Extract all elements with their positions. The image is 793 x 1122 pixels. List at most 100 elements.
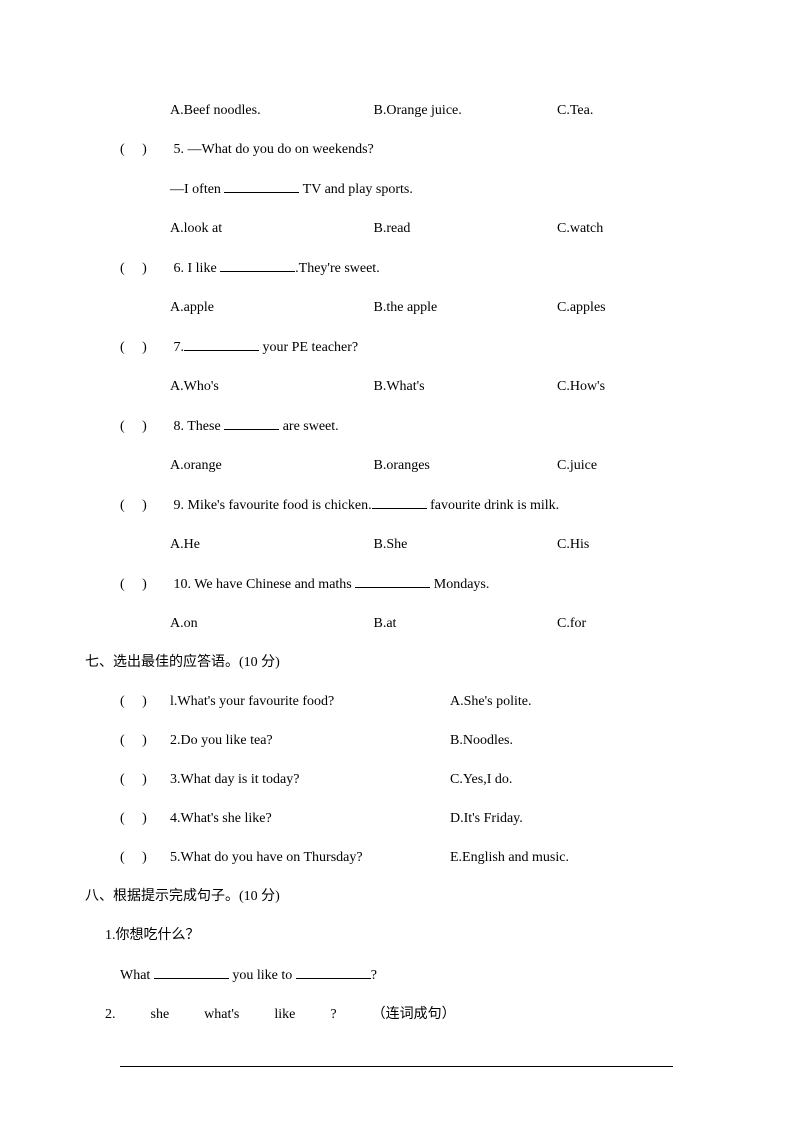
q5-number: 5. [174, 142, 185, 157]
q6-line: ( ) 6. I like .They're sweet. [85, 257, 708, 279]
answer-paren[interactable]: ( ) [120, 769, 170, 790]
q10-line: ( ) 10. We have Chinese and maths Monday… [85, 573, 708, 595]
q5-line2: —I often TV and play sports. [85, 178, 708, 200]
match-right-1: A.She's polite. [450, 691, 531, 712]
match-row-2: ( )2.Do you like tea? B.Noodles. [85, 730, 708, 751]
q8-number: 8. [174, 419, 185, 434]
q4-option-a: A.Beef noodles. [170, 100, 370, 121]
q6-option-b: B.the apple [374, 297, 554, 318]
match-right-5: E.English and music. [450, 847, 569, 868]
s8-q1-b: you like to [229, 968, 296, 983]
s8-q1-prompt: 1.你想吃什么？ [105, 925, 708, 946]
q5-option-c: C.watch [557, 218, 603, 239]
q7-line: ( ) 7. your PE teacher? [85, 336, 708, 358]
answer-paren[interactable]: ( ) [120, 808, 170, 829]
q8-options: A.orange B.oranges C.juice [85, 455, 708, 476]
q5-option-b: B.read [374, 218, 554, 239]
section8-title: 八、根据提示完成句子。(10 分) [85, 886, 708, 907]
match-right-3: C.Yes,I do. [450, 769, 512, 790]
s8-q2-note: （连词成句） [372, 1007, 456, 1022]
s8-q1-line: What you like to ? [120, 964, 708, 986]
s8-q2-label: 2. [105, 1007, 116, 1022]
q9-number: 9. [174, 498, 185, 513]
q8-before: These [187, 419, 224, 434]
q8-option-c: C.juice [557, 455, 597, 476]
answer-paren[interactable]: ( ) [120, 416, 170, 437]
match-row-5: ( )5.What do you have on Thursday? E.Eng… [85, 847, 708, 868]
match-row-1: ( )l.What's your favourite food? A.She's… [85, 691, 708, 712]
answer-paren[interactable]: ( ) [120, 574, 170, 595]
match-right-2: B.Noodles. [450, 730, 513, 751]
q5-option-a: A.look at [170, 218, 370, 239]
q4-options-row: A.Beef noodles. B.Orange juice. C.Tea. [85, 100, 708, 121]
q6-blank[interactable] [220, 257, 295, 272]
match-left-4: 4.What's she like? [170, 811, 272, 826]
q6-before: I like [188, 261, 221, 276]
q6-option-c: C.apples [557, 297, 606, 318]
q6-option-a: A.apple [170, 297, 370, 318]
q9-option-a: A.He [170, 534, 370, 555]
answer-paren[interactable]: ( ) [120, 337, 170, 358]
q5-text1: —What do you do on weekends? [188, 142, 374, 157]
q10-before: We have Chinese and maths [194, 577, 355, 592]
q10-options: A.on B.at C.for [85, 613, 708, 634]
q7-after: your PE teacher? [259, 340, 358, 355]
q8-option-b: B.oranges [374, 455, 554, 476]
answer-paren[interactable]: ( ) [120, 258, 170, 279]
q7-option-a: A.Who's [170, 376, 370, 397]
worksheet-page: A.Beef noodles. B.Orange juice. C.Tea. (… [0, 0, 793, 1103]
q7-option-b: B.What's [374, 376, 554, 397]
s8-q2-w3: like [274, 1007, 295, 1022]
answer-paren[interactable]: ( ) [120, 139, 170, 160]
q8-line: ( ) 8. These are sweet. [85, 415, 708, 437]
match-right-4: D.It's Friday. [450, 808, 523, 829]
match-row-4: ( )4.What's she like? D.It's Friday. [85, 808, 708, 829]
match-left-2: 2.Do you like tea? [170, 733, 273, 748]
q9-blank[interactable] [372, 494, 427, 509]
s8-q1-blank1[interactable] [154, 964, 229, 979]
q9-option-b: B.She [374, 534, 554, 555]
answer-paren[interactable]: ( ) [120, 730, 170, 751]
q5-blank[interactable] [224, 178, 299, 193]
q9-option-c: C.His [557, 534, 589, 555]
section7-title: 七、选出最佳的应答语。(10 分) [85, 652, 708, 673]
q6-after: .They're sweet. [295, 261, 380, 276]
q9-before: Mike's favourite food is chicken. [188, 498, 372, 513]
q10-option-b: B.at [374, 613, 554, 634]
q10-blank[interactable] [355, 573, 430, 588]
q9-after: favourite drink is milk. [427, 498, 560, 513]
match-left-5: 5.What do you have on Thursday? [170, 850, 363, 865]
q7-options: A.Who's B.What's C.How's [85, 376, 708, 397]
q10-after: Mondays. [430, 577, 489, 592]
s8-q2-line: 2. she what's like? （连词成句） [105, 1004, 708, 1025]
q9-line: ( ) 9. Mike's favourite food is chicken.… [85, 494, 708, 516]
q6-number: 6. [174, 261, 185, 276]
q9-options: A.He B.She C.His [85, 534, 708, 555]
q7-blank[interactable] [184, 336, 259, 351]
match-left-3: 3.What day is it today? [170, 772, 299, 787]
s8-q2-w4: ? [330, 1007, 336, 1022]
q8-option-a: A.orange [170, 455, 370, 476]
q10-option-c: C.for [557, 613, 586, 634]
s8-q2-w2: what's [204, 1007, 239, 1022]
q4-option-c: C.Tea. [557, 100, 593, 121]
s8-q1-c: ? [371, 968, 377, 983]
footer-divider [120, 1066, 673, 1067]
s8-q1-blank2[interactable] [296, 964, 371, 979]
answer-paren[interactable]: ( ) [120, 691, 170, 712]
q7-option-c: C.How's [557, 376, 605, 397]
s8-q1-a: What [120, 968, 154, 983]
q5-text2a: —I often [170, 182, 224, 197]
q10-option-a: A.on [170, 613, 370, 634]
s8-q2-w1: she [151, 1007, 170, 1022]
q7-number: 7. [174, 340, 185, 355]
q10-number: 10. [174, 577, 192, 592]
answer-paren[interactable]: ( ) [120, 847, 170, 868]
q5-text2b: TV and play sports. [299, 182, 412, 197]
q4-option-b: B.Orange juice. [374, 100, 554, 121]
q8-after: are sweet. [279, 419, 338, 434]
answer-paren[interactable]: ( ) [120, 495, 170, 516]
match-row-3: ( )3.What day is it today? C.Yes,I do. [85, 769, 708, 790]
q8-blank[interactable] [224, 415, 279, 430]
q5-line1: ( ) 5. —What do you do on weekends? [85, 139, 708, 160]
